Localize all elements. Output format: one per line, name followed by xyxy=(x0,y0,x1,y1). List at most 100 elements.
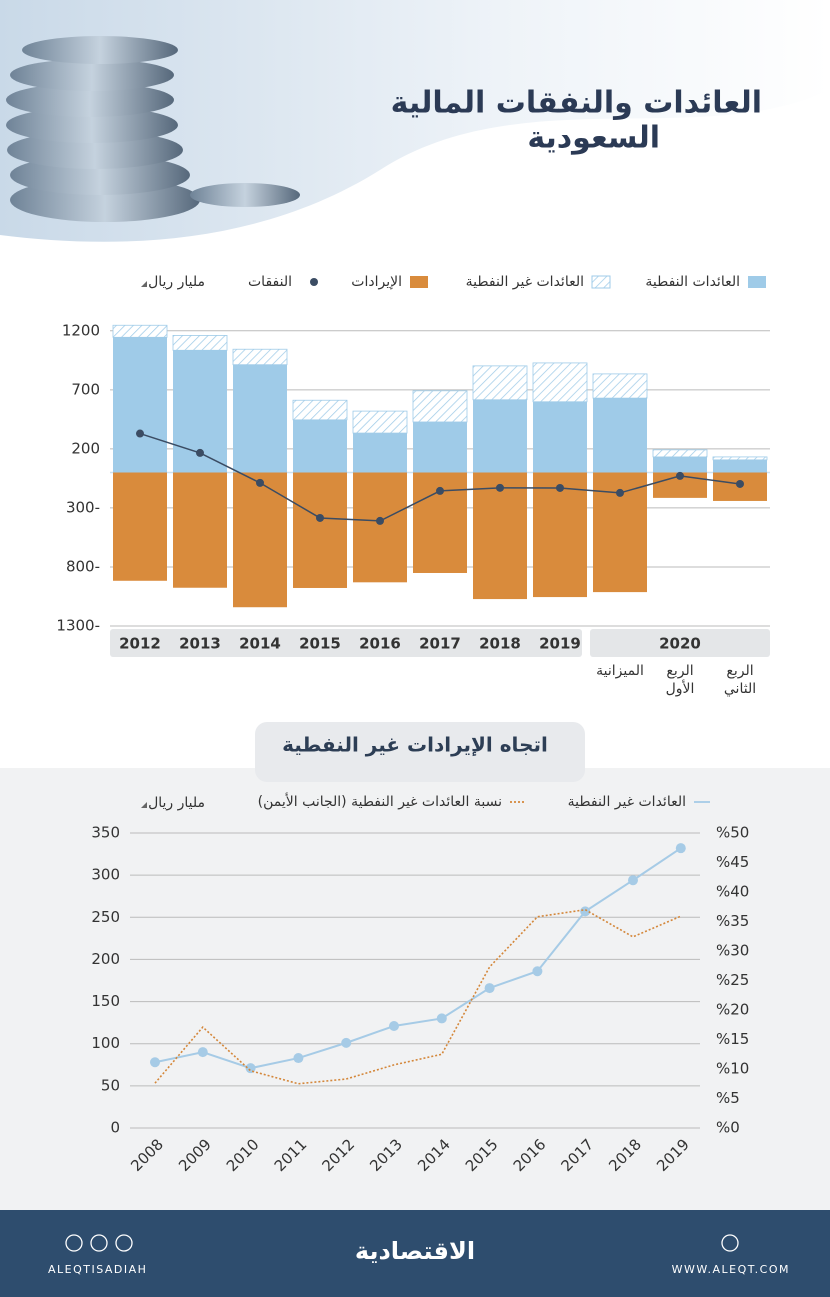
footer-website: WWW.ALEQT.COM xyxy=(672,1263,790,1276)
unit-icon xyxy=(141,281,147,287)
bar xyxy=(112,324,168,338)
bar xyxy=(472,365,528,401)
x-sub-label: الربع الأول xyxy=(665,663,695,697)
x-sub-label: الربع الثاني xyxy=(723,663,757,697)
point xyxy=(376,516,384,525)
y-tick-label: 1300- xyxy=(56,617,100,635)
bar xyxy=(233,472,287,608)
y2-tick-label: %20 xyxy=(716,1001,749,1019)
y-tick-label: 200 xyxy=(71,439,100,457)
footer-handle: ALEQTISADIAH xyxy=(48,1263,147,1276)
legend-label: العائدات غير النفطية xyxy=(568,794,686,810)
point xyxy=(736,479,744,488)
bar xyxy=(473,472,527,600)
y-tick-label: 1200 xyxy=(62,321,100,339)
bar xyxy=(533,401,587,473)
unit-label: مليار ريال xyxy=(148,795,205,811)
point xyxy=(484,983,495,994)
point xyxy=(256,478,264,487)
point xyxy=(293,1053,304,1064)
bar xyxy=(293,419,347,473)
y2-tick-label: %50 xyxy=(716,824,749,842)
bar xyxy=(113,472,167,581)
y-tick-label: 700 xyxy=(71,380,100,398)
social-icons xyxy=(65,1234,739,1252)
legend-marker xyxy=(310,278,318,286)
bar xyxy=(232,348,288,366)
y-tick-label: 350 xyxy=(91,824,120,842)
legend-label: النفقات xyxy=(248,274,292,290)
footer xyxy=(0,1210,830,1297)
bar xyxy=(352,410,408,434)
bar xyxy=(532,362,588,403)
point xyxy=(616,488,624,497)
chart2-bg xyxy=(0,768,830,1210)
point xyxy=(197,1047,208,1058)
point xyxy=(556,483,564,492)
bar xyxy=(713,459,767,473)
y-tick-label: 0 xyxy=(110,1119,120,1137)
point xyxy=(676,471,684,480)
bar xyxy=(412,390,468,423)
unit-icon xyxy=(141,802,147,808)
y-tick-label: 300 xyxy=(91,866,120,884)
y2-tick-label: %30 xyxy=(716,942,749,960)
legend-marker xyxy=(410,276,428,288)
bar xyxy=(652,449,708,458)
legend-label: الإيرادات xyxy=(351,274,402,290)
point xyxy=(628,875,638,886)
bar xyxy=(533,472,587,598)
y-tick-label: 250 xyxy=(91,908,120,926)
unit-label: مليار ريال xyxy=(148,274,205,290)
y-tick-label: 200 xyxy=(91,950,120,968)
x-tick-label: 2019 xyxy=(539,635,581,653)
point xyxy=(532,966,543,977)
point xyxy=(496,483,504,492)
bar xyxy=(653,456,707,473)
bar xyxy=(233,364,287,473)
header-bg xyxy=(0,0,830,242)
line xyxy=(154,847,682,1070)
y-tick-label: 800- xyxy=(66,557,100,575)
point xyxy=(245,1063,256,1074)
y2-tick-label: %10 xyxy=(716,1060,749,1078)
point xyxy=(389,1021,399,1032)
footer-logo: الاقتصادية xyxy=(355,1237,475,1265)
point xyxy=(580,906,591,917)
bar xyxy=(593,398,647,473)
y-tick-label: 300- xyxy=(66,498,100,516)
bar xyxy=(592,373,648,399)
bar xyxy=(292,399,348,421)
y-tick-label: 100 xyxy=(91,1034,120,1052)
x-tick-label: 2017 xyxy=(419,635,461,653)
bar xyxy=(173,472,227,588)
y2-tick-label: %35 xyxy=(716,912,749,930)
y-tick-label: 50 xyxy=(101,1076,120,1094)
y2-tick-label: %0 xyxy=(716,1119,740,1137)
legend-label: العائدات النفطية xyxy=(645,274,740,290)
legend-marker xyxy=(591,275,611,289)
point xyxy=(436,1013,447,1024)
legend-label: العائدات غير النفطية xyxy=(466,274,584,290)
y2-tick-label: %40 xyxy=(716,883,749,901)
point xyxy=(196,448,204,457)
bar xyxy=(113,337,167,473)
bar xyxy=(353,433,407,473)
bar xyxy=(413,421,467,473)
x-tick-label: 2013 xyxy=(179,635,221,653)
section-title: اتجاه الإيرادات غير النفطية xyxy=(282,733,548,757)
x-tick-label: 2014 xyxy=(239,635,281,653)
y2-tick-label: %45 xyxy=(716,853,749,871)
bar xyxy=(172,335,228,351)
y2-tick-label: %15 xyxy=(716,1030,749,1048)
point xyxy=(136,429,144,438)
y2-tick-label: %25 xyxy=(716,971,749,989)
section-tab xyxy=(255,722,585,782)
y2-tick-label: %5 xyxy=(716,1089,740,1107)
point xyxy=(341,1037,352,1048)
x-group-band xyxy=(590,629,770,657)
bar xyxy=(353,472,407,583)
bar xyxy=(712,456,768,461)
